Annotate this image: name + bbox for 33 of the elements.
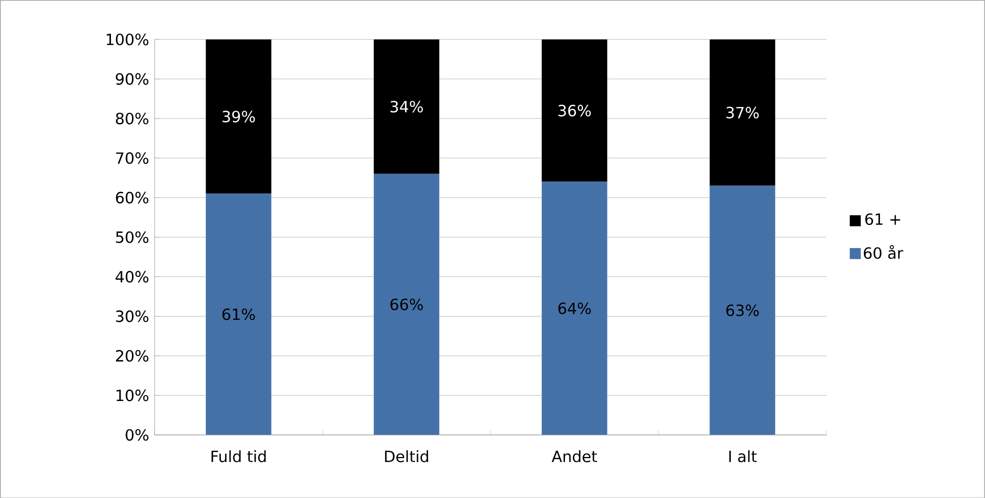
legend-label: 61 + bbox=[865, 213, 900, 225]
legend-label: 60 år bbox=[864, 244, 904, 259]
bar bbox=[710, 186, 776, 435]
data-label: 66% bbox=[390, 298, 423, 310]
y-tick-label: 70% bbox=[116, 152, 148, 164]
bar bbox=[542, 39, 608, 182]
data-label: 61% bbox=[222, 308, 255, 320]
data-label: 37% bbox=[726, 106, 759, 118]
data-label: 63% bbox=[726, 304, 759, 316]
y-tick-label: 50% bbox=[116, 231, 148, 243]
bar bbox=[542, 182, 608, 435]
y-tick-label: 100% bbox=[106, 33, 148, 46]
bar bbox=[374, 39, 440, 174]
y-tick-label: 30% bbox=[116, 310, 148, 322]
x-tick-label: Deltid bbox=[385, 450, 428, 462]
y-tick-label: 60% bbox=[116, 192, 148, 204]
bar bbox=[206, 39, 272, 194]
bar bbox=[206, 193, 272, 435]
data-label: 39% bbox=[222, 110, 255, 122]
bar bbox=[374, 174, 440, 435]
data-label: 34% bbox=[390, 100, 423, 112]
y-tick-label: 0% bbox=[126, 428, 148, 441]
y-tick-label: 10% bbox=[116, 389, 148, 402]
x-tick-label: I alt bbox=[729, 450, 757, 462]
y-tick-label: 80% bbox=[116, 112, 148, 124]
data-label: 36% bbox=[558, 104, 591, 116]
x-tick-label: Andet bbox=[552, 450, 597, 462]
x-tick-label: Fuld tid bbox=[212, 450, 266, 462]
bar bbox=[710, 39, 776, 186]
data-label: 64% bbox=[558, 302, 591, 314]
y-tick-label: 90% bbox=[116, 72, 148, 85]
y-tick-label: 20% bbox=[116, 350, 148, 362]
y-tick-label: 40% bbox=[116, 270, 148, 282]
